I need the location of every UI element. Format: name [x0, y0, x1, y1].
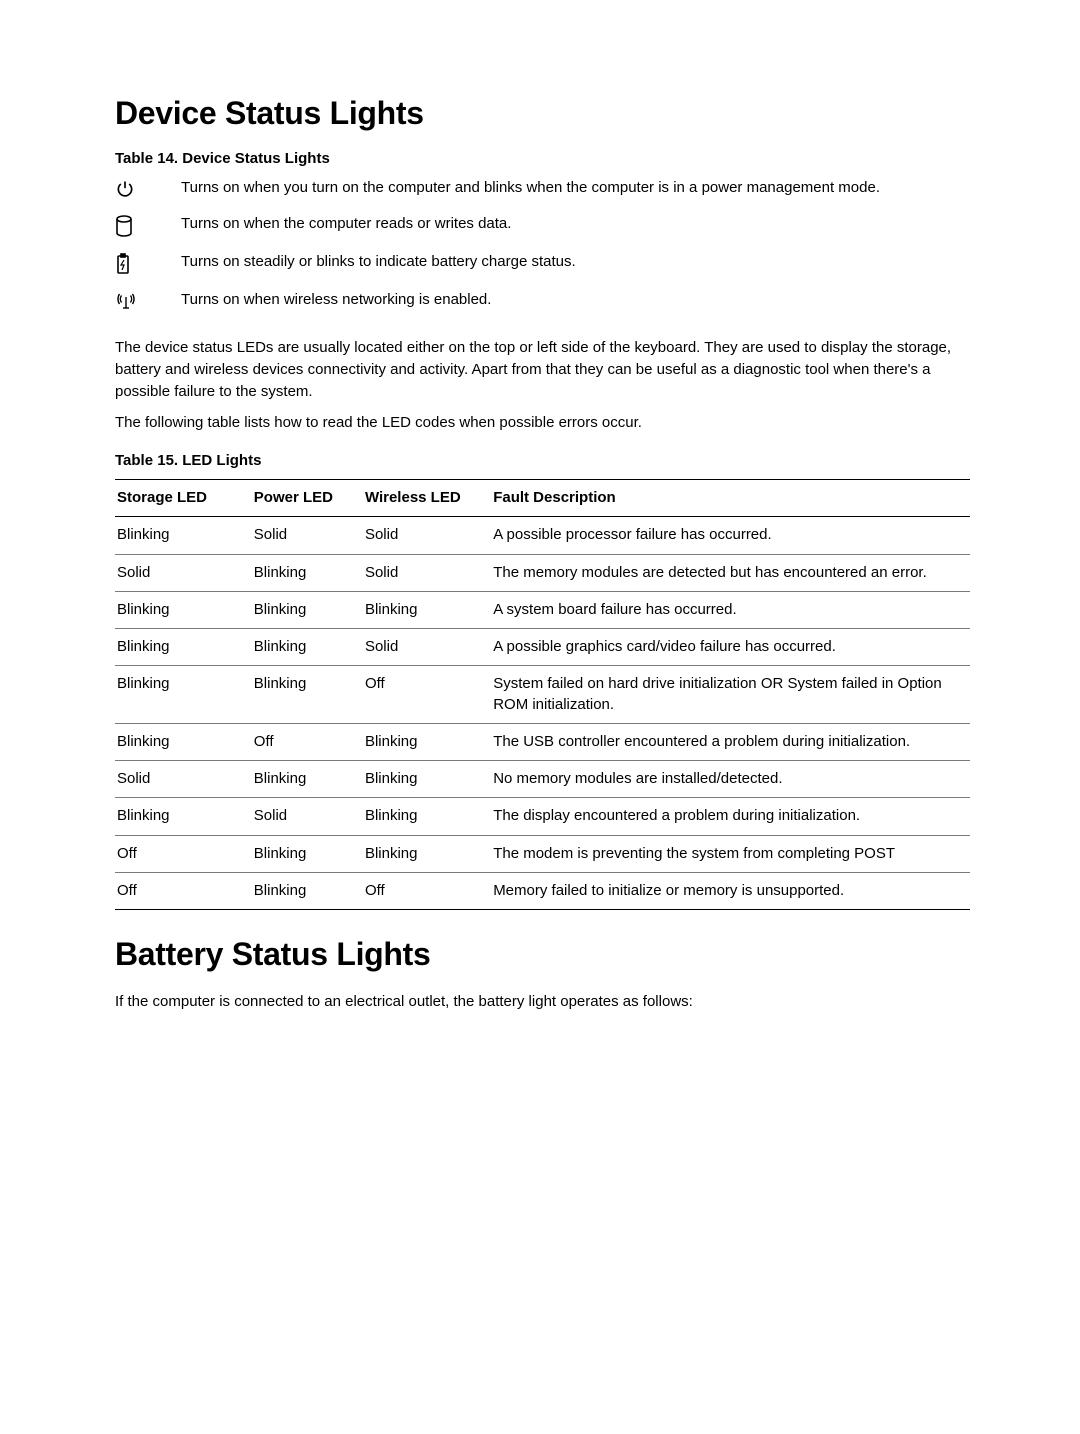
cell: Blinking: [252, 872, 363, 909]
cell: Blinking: [115, 629, 252, 666]
battery-status-heading: Battery Status Lights: [115, 936, 970, 973]
power-icon: [115, 177, 181, 199]
table-row: Blinking Solid Solid A possible processo…: [115, 517, 970, 554]
cell: Solid: [115, 554, 252, 591]
cell: Blinking: [363, 798, 491, 835]
cell: Off: [363, 872, 491, 909]
table-row: Blinking Solid Blinking The display enco…: [115, 798, 970, 835]
wireless-icon: [115, 289, 181, 313]
cell: A system board failure has occurred.: [491, 591, 970, 628]
cell: Blinking: [363, 723, 491, 760]
cell: Blinking: [252, 591, 363, 628]
storage-icon: [115, 213, 181, 237]
battery-intro-paragraph: If the computer is connected to an elect…: [115, 991, 970, 1013]
status-desc: Turns on steadily or blinks to indicate …: [181, 251, 576, 273]
cell: System failed on hard drive initializati…: [491, 666, 970, 724]
cell: Solid: [363, 554, 491, 591]
table-row: Off Blinking Off Memory failed to initia…: [115, 872, 970, 909]
table-row: Off Blinking Blinking The modem is preve…: [115, 835, 970, 872]
cell: Blinking: [252, 629, 363, 666]
status-row: Turns on when wireless networking is ena…: [115, 289, 970, 313]
cell: Blinking: [115, 723, 252, 760]
table-row: Blinking Blinking Blinking A system boar…: [115, 591, 970, 628]
status-desc: Turns on when the computer reads or writ…: [181, 213, 511, 235]
cell: Solid: [363, 629, 491, 666]
cell: A possible processor failure has occurre…: [491, 517, 970, 554]
status-desc: Turns on when you turn on the computer a…: [181, 177, 880, 199]
cell: The memory modules are detected but has …: [491, 554, 970, 591]
table-row: Solid Blinking Solid The memory modules …: [115, 554, 970, 591]
cell: Off: [115, 835, 252, 872]
cell: Off: [252, 723, 363, 760]
cell: Blinking: [363, 761, 491, 798]
led-codes-paragraph: The following table lists how to read th…: [115, 412, 970, 434]
battery-icon: [115, 251, 181, 275]
table-row: Solid Blinking Blinking No memory module…: [115, 761, 970, 798]
table-row: Blinking Blinking Off System failed on h…: [115, 666, 970, 724]
col-header: Wireless LED: [363, 480, 491, 517]
cell: A possible graphics card/video failure h…: [491, 629, 970, 666]
table-row: Blinking Blinking Solid A possible graph…: [115, 629, 970, 666]
cell: Blinking: [115, 666, 252, 724]
cell: Blinking: [115, 517, 252, 554]
cell: Blinking: [252, 835, 363, 872]
status-row: Turns on steadily or blinks to indicate …: [115, 251, 970, 275]
led-location-paragraph: The device status LEDs are usually locat…: [115, 337, 970, 402]
col-header: Fault Description: [491, 480, 970, 517]
cell: Blinking: [252, 761, 363, 798]
device-status-heading: Device Status Lights: [115, 95, 970, 132]
cell: Solid: [252, 798, 363, 835]
cell: Memory failed to initialize or memory is…: [491, 872, 970, 909]
cell: The USB controller encountered a problem…: [491, 723, 970, 760]
cell: Off: [363, 666, 491, 724]
cell: Blinking: [252, 554, 363, 591]
cell: Blinking: [252, 666, 363, 724]
table-header-row: Storage LED Power LED Wireless LED Fault…: [115, 480, 970, 517]
status-row: Turns on when you turn on the computer a…: [115, 177, 970, 199]
cell: Blinking: [363, 835, 491, 872]
cell: Off: [115, 872, 252, 909]
cell: Solid: [363, 517, 491, 554]
cell: No memory modules are installed/detected…: [491, 761, 970, 798]
cell: Blinking: [115, 798, 252, 835]
table14-caption: Table 14. Device Status Lights: [115, 150, 970, 167]
cell: The modem is preventing the system from …: [491, 835, 970, 872]
col-header: Power LED: [252, 480, 363, 517]
cell: Blinking: [363, 591, 491, 628]
status-row: Turns on when the computer reads or writ…: [115, 213, 970, 237]
cell: Blinking: [115, 591, 252, 628]
device-status-list: Turns on when you turn on the computer a…: [115, 177, 970, 313]
cell: Solid: [252, 517, 363, 554]
table15-caption: Table 15. LED Lights: [115, 452, 970, 469]
led-lights-table: Storage LED Power LED Wireless LED Fault…: [115, 479, 970, 910]
cell: The display encountered a problem during…: [491, 798, 970, 835]
cell: Solid: [115, 761, 252, 798]
table-row: Blinking Off Blinking The USB controller…: [115, 723, 970, 760]
status-desc: Turns on when wireless networking is ena…: [181, 289, 491, 311]
col-header: Storage LED: [115, 480, 252, 517]
